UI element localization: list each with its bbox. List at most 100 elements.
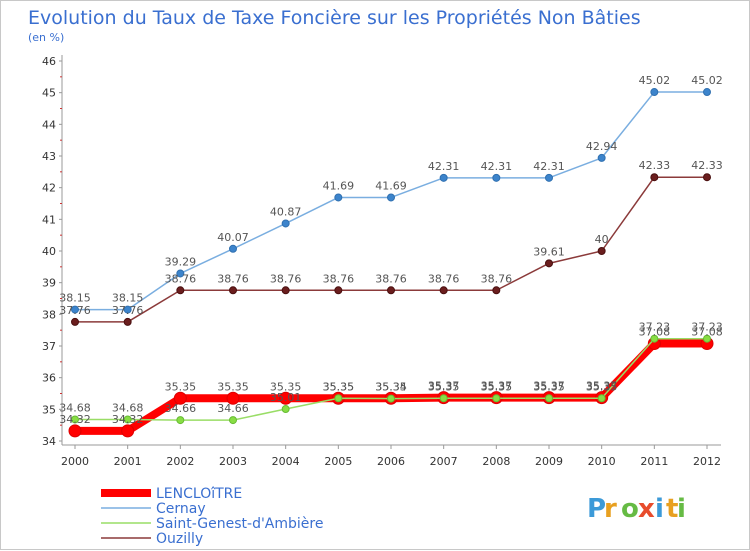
data-label-cernay: 42.31: [533, 160, 565, 173]
data-label-saint-genest-d-ambi-re: 34.68: [59, 401, 91, 414]
data-labels: 38.15 38.15 39.29 40.07 40.87 41.69 41.69 42.31…: [59, 74, 723, 426]
y-tick-label: 46: [42, 55, 56, 68]
chart-subtitle: (en %): [28, 31, 64, 44]
data-point-saint-genest-d-ambi-re: [334, 394, 343, 403]
y-tick-label: 39: [42, 277, 56, 290]
data-point-cernay: [545, 173, 553, 182]
data-label-lenclo-tre: 35.35: [375, 380, 407, 393]
data-label-lenclo-tre: 35.35: [165, 380, 197, 393]
data-label-saint-genest-d-ambi-re: 34.68: [112, 401, 144, 414]
data-label-ouzilly: 38.76: [375, 272, 407, 285]
data-point-cernay: [176, 269, 185, 278]
y-tick-label: 45: [42, 87, 56, 100]
y-tick-label: 36: [42, 372, 56, 385]
data-label-lenclo-tre: 34.32: [59, 413, 91, 426]
data-point-ouzilly: [703, 173, 711, 182]
data-point-cernay: [123, 305, 132, 314]
data-point-saint-genest-d-ambi-re: [492, 394, 501, 403]
logo-letter: x: [638, 494, 655, 524]
data-label-cernay: 38.15: [112, 292, 144, 305]
data-point-ouzilly: [492, 286, 501, 295]
data-point-ouzilly: [334, 286, 343, 295]
axes: 34 35 36 37 38 39 40 41 42 43 44 45 46 2000 2001 2002 20…: [42, 55, 721, 468]
data-label-cernay: 45.02: [691, 74, 723, 87]
y-tick-label: 38: [42, 308, 56, 321]
data-label-ouzilly: 38.76: [428, 272, 460, 285]
x-tick-label: 2010: [588, 455, 616, 468]
data-point-saint-genest-d-ambi-re: [387, 394, 395, 403]
y-tick-label: 43: [42, 150, 56, 163]
data-label-saint-genest-d-ambi-re: 35.35: [533, 380, 565, 393]
chart-title: Evolution du Taux de Taxe Foncière sur l…: [28, 7, 641, 29]
data-point-saint-genest-d-ambi-re: [229, 416, 237, 425]
data-point-saint-genest-d-ambi-re: [71, 415, 79, 424]
data-label-lenclo-tre: 34.32: [112, 413, 144, 426]
data-label-lenclo-tre: 37.08: [639, 325, 671, 338]
data-point-lenclo-tre: [121, 424, 135, 438]
x-tick-label: 2011: [640, 455, 668, 468]
data-point-ouzilly: [545, 259, 553, 268]
data-point-saint-genest-d-ambi-re: [176, 416, 185, 425]
data-label-ouzilly: 38.76: [165, 272, 197, 285]
x-tick-label: 2003: [219, 455, 247, 468]
data-label-cernay: 40.07: [217, 231, 249, 244]
x-tick-label: 2006: [377, 455, 405, 468]
x-tick-label: 2005: [324, 455, 352, 468]
data-label-lenclo-tre: 35.37: [428, 380, 460, 393]
data-point-saint-genest-d-ambi-re: [703, 334, 711, 343]
data-point-cernay: [597, 153, 606, 162]
data-label-ouzilly: 39.61: [533, 245, 565, 258]
data-label-cernay: 42.31: [428, 160, 460, 173]
legend-label: Cernay: [156, 501, 206, 517]
data-label-cernay: 45.02: [639, 74, 671, 87]
data-point-ouzilly: [650, 173, 659, 182]
data-label-saint-genest-d-ambi-re: 35.35: [481, 380, 513, 393]
x-tick-label: 2012: [693, 455, 721, 468]
data-label-saint-genest-d-ambi-re: 34.66: [217, 402, 249, 415]
x-tick-label: 2008: [482, 455, 510, 468]
y-tick-label: 40: [42, 245, 56, 258]
data-point-cernay: [703, 88, 711, 97]
logo-letter: i: [655, 494, 664, 524]
data-label-ouzilly: 38.76: [217, 272, 249, 285]
x-tick-label: 2000: [61, 455, 89, 468]
data-point-saint-genest-d-ambi-re: [545, 394, 553, 403]
legend-label: Ouzilly: [156, 531, 203, 547]
data-point-cernay: [229, 244, 237, 253]
data-label-ouzilly: 37.76: [112, 304, 144, 317]
y-tick-label: 44: [42, 118, 56, 131]
x-tick-label: 2001: [114, 455, 142, 468]
data-label-saint-genest-d-ambi-re: 35.35: [586, 380, 618, 393]
y-tick-label: 34: [42, 435, 56, 448]
data-point-ouzilly: [71, 317, 79, 326]
data-point-ouzilly: [176, 286, 185, 295]
data-label-ouzilly: 42.33: [691, 159, 723, 172]
data-label-saint-genest-d-ambi-re: 34.66: [165, 402, 197, 415]
data-label-cernay: 41.69: [323, 179, 355, 192]
data-label-cernay: 38.15: [59, 292, 91, 305]
data-point-ouzilly: [281, 286, 290, 295]
data-point-saint-genest-d-ambi-re: [439, 394, 448, 403]
data-point-ouzilly: [439, 286, 448, 295]
logo-letter: t: [666, 494, 678, 524]
data-label-ouzilly: 42.33: [639, 159, 671, 172]
data-point-cernay: [492, 173, 501, 182]
data-label-lenclo-tre: 35.35: [217, 380, 249, 393]
data-label-ouzilly: 38.76: [481, 272, 513, 285]
data-label-saint-genest-d-ambi-re: 35.01: [270, 391, 302, 404]
data-point-lenclo-tre: [226, 391, 240, 405]
logo-letter: o: [621, 494, 639, 524]
data-point-ouzilly: [387, 286, 395, 295]
data-label-lenclo-tre: 37.08: [691, 325, 723, 338]
logo-letter: P: [587, 494, 606, 524]
data-point-lenclo-tre: [173, 391, 187, 405]
data-point-cernay: [281, 219, 290, 228]
data-point-saint-genest-d-ambi-re: [281, 405, 290, 414]
data-point-lenclo-tre: [279, 391, 293, 405]
data-point-lenclo-tre: [68, 424, 82, 438]
legend-label: Saint-Genest-d'Ambière: [156, 516, 323, 532]
data-label-saint-genest-d-ambi-re: 35.35: [428, 380, 460, 393]
data-label-cernay: 42.31: [481, 160, 513, 173]
